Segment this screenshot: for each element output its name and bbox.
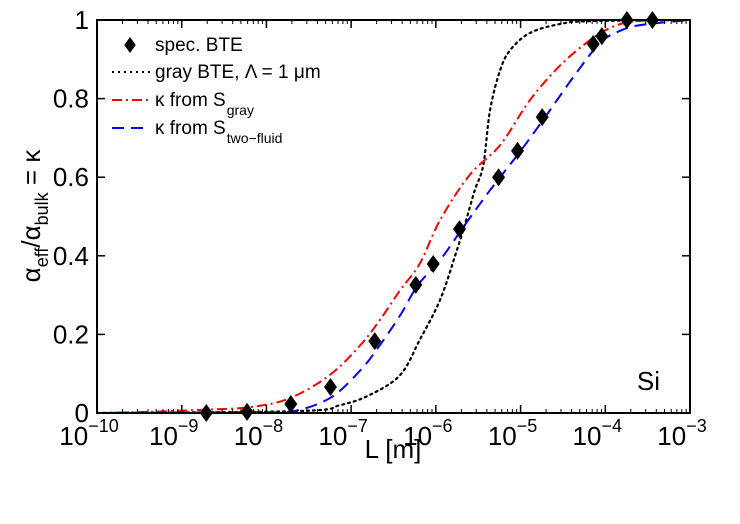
x-tick-label: 10−6 (403, 416, 452, 451)
x-tick-exponent: −8 (263, 416, 284, 436)
legend-label: κ from Stwo−fluid (155, 118, 282, 146)
x-tick-label: 10−8 (234, 416, 283, 451)
legend-label-main: κ from S (155, 118, 226, 139)
curves-layer (95, 18, 692, 415)
x-tick-exponent: −5 (517, 416, 538, 436)
data-point-diamond (452, 220, 466, 239)
legend-marker-diamond (124, 37, 136, 53)
series-line-dash-dot (96, 18, 690, 414)
legend-label: spec. BTE (155, 35, 243, 56)
x-tick-base: 10 (573, 421, 602, 451)
markers-layer (199, 11, 659, 422)
x-ticks: 10−10 10−9 10−8 10−7 10−6 10−5 10−4 10−3 (59, 20, 707, 451)
y-tick-label: 0 (75, 398, 89, 428)
legend: spec. BTE gray BTE, Λ = 1 μm κ from Sgrayκ… (112, 35, 321, 146)
data-point-diamond (492, 168, 506, 187)
series-line-dotted (95, 18, 692, 415)
y-label-slash: / (16, 240, 46, 248)
data-point-diamond (586, 34, 600, 53)
material-annotation: Si (637, 366, 660, 396)
x-tick-base: 10 (657, 421, 686, 451)
data-point-diamond (284, 394, 298, 413)
data-point-diamond (409, 275, 423, 294)
x-tick-exponent: −9 (178, 416, 199, 436)
legend-label: gray BTE, Λ = 1 μm (155, 62, 321, 83)
series-line-dashed (96, 19, 691, 414)
x-tick-exponent: −6 (432, 416, 453, 436)
y-label-alpha-bulk: α (16, 225, 46, 240)
y-tick-label: 0.8 (53, 84, 89, 114)
data-point-diamond (426, 255, 440, 274)
x-tick-exponent: −3 (686, 416, 707, 436)
x-tick-base: 10 (234, 421, 263, 451)
x-tick-base: 10 (488, 421, 517, 451)
x-tick-exponent: −10 (88, 416, 119, 436)
x-tick-base: 10 (149, 421, 178, 451)
y-label-tail: = κ (16, 149, 46, 193)
y-label-sub-eff: eff (32, 247, 52, 268)
y-ticks: 0 0.2 0.4 0.6 0.8 1 (53, 5, 690, 428)
legend-label-main: gray BTE, Λ = 1 μm (155, 62, 321, 83)
y-tick-label: 0.4 (53, 241, 89, 271)
legend-label-main: spec. BTE (155, 35, 243, 56)
data-point-diamond (595, 27, 609, 46)
x-tick-label: 10−9 (149, 416, 198, 451)
y-label-alpha-eff: α (16, 267, 46, 282)
x-axis-label: L [m] (365, 434, 422, 464)
y-label-sub-bulk: bulk (32, 191, 52, 225)
y-tick-label: 0.2 (53, 319, 89, 349)
x-tick-base: 10 (318, 421, 347, 451)
data-point-diamond (368, 332, 382, 351)
y-tick-label: 1 (75, 5, 89, 35)
x-tick-label: 10−3 (657, 416, 706, 451)
x-tick-exponent: −4 (601, 416, 622, 436)
x-tick-label: 10−5 (488, 416, 537, 451)
y-tick-label: 0.6 (53, 162, 89, 192)
legend-label-subscript: two−fluid (227, 130, 283, 146)
legend-label: κ from Sgray (155, 90, 254, 118)
x-tick-base: 10 (59, 421, 88, 451)
y-axis-label: αeff/αbulk = κ (16, 149, 52, 283)
data-point-diamond (323, 378, 337, 397)
plot-frame (96, 19, 691, 414)
x-tick-label: 10−7 (318, 416, 367, 451)
data-point-diamond (535, 108, 549, 127)
x-tick-base: 10 (403, 421, 432, 451)
x-tick-label: 10−4 (573, 416, 622, 451)
legend-label-main: κ from S (155, 90, 226, 111)
x-tick-exponent: −7 (347, 416, 368, 436)
data-point-diamond (511, 141, 524, 160)
legend-label-subscript: gray (227, 102, 254, 118)
data-point-diamond (240, 402, 254, 421)
x-tick-label: 10−10 (59, 416, 118, 451)
